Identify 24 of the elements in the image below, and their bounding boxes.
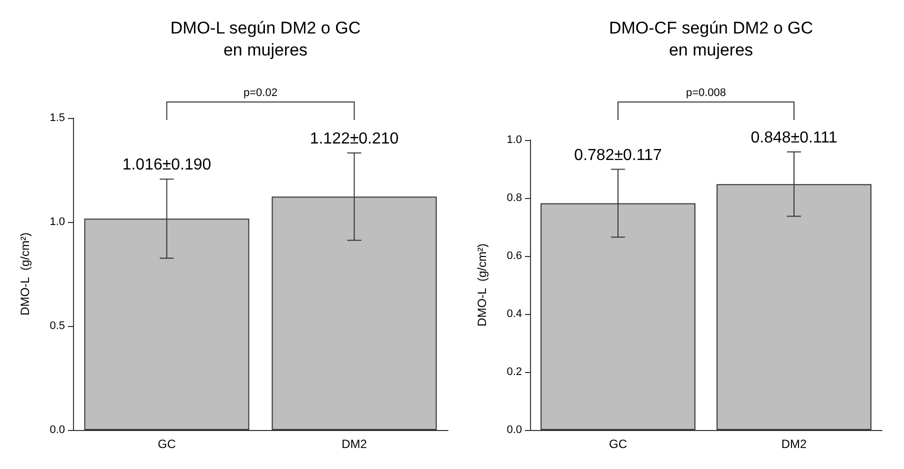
y-tick-label: 0.8 bbox=[506, 192, 522, 204]
y-tick-label: 0.0 bbox=[506, 424, 522, 436]
text: p=0.02 bbox=[244, 87, 278, 99]
x-tick-label: DM2 bbox=[342, 437, 368, 451]
data-label: 1.016±0.190 bbox=[122, 156, 212, 174]
x-tick-label: GC bbox=[609, 437, 628, 451]
y-axis-title: DMO-L (g/cm²) bbox=[475, 244, 489, 326]
y-tick-label: 0.5 bbox=[50, 320, 65, 332]
text: p=0.008 bbox=[686, 87, 726, 99]
data-label: 0.782±0.117 bbox=[574, 146, 662, 164]
y-tick-label: 1.5 bbox=[50, 112, 65, 124]
y-tick-label: 1.0 bbox=[506, 134, 522, 146]
y-axis-title: DMO-L (g/cm²) bbox=[18, 232, 32, 316]
data-label: 1.122±0.210 bbox=[310, 130, 399, 148]
data-label: 0.848±0.111 bbox=[750, 129, 838, 146]
y-tick-label: 0.6 bbox=[506, 250, 522, 262]
x-tick-label: DM2 bbox=[781, 437, 807, 451]
chart-title: DMO-L según DM2 o GC en mujeres bbox=[170, 18, 361, 60]
chart-title: DMO-CF según DM2 o GC en mujeres bbox=[608, 18, 814, 60]
y-tick-label: 0.2 bbox=[506, 366, 522, 378]
y-tick-label: 1.0 bbox=[50, 216, 65, 228]
y-tick-label: 0.4 bbox=[506, 308, 522, 320]
x-tick-label: GC bbox=[158, 437, 176, 451]
y-tick-label: 0.0 bbox=[50, 424, 65, 436]
